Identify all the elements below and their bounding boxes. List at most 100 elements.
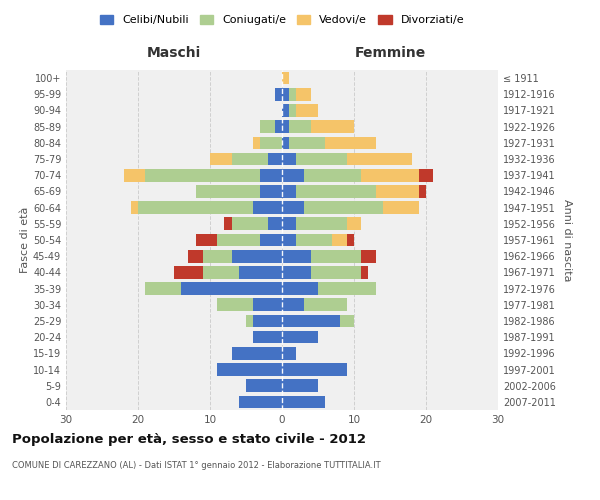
- Bar: [246, 380, 282, 392]
- Bar: [282, 331, 318, 344]
- Bar: [282, 250, 361, 262]
- Bar: [275, 88, 282, 101]
- Bar: [260, 120, 282, 133]
- Text: Popolazione per età, sesso e stato civile - 2012: Popolazione per età, sesso e stato civil…: [12, 432, 366, 446]
- Bar: [282, 314, 354, 328]
- Bar: [253, 314, 282, 328]
- Bar: [282, 380, 318, 392]
- Bar: [282, 234, 347, 246]
- Bar: [174, 266, 282, 278]
- Y-axis label: Anni di nascita: Anni di nascita: [562, 198, 572, 281]
- Bar: [282, 88, 296, 101]
- Bar: [282, 331, 318, 344]
- Bar: [282, 331, 318, 344]
- Bar: [217, 234, 282, 246]
- Bar: [282, 380, 318, 392]
- Bar: [282, 202, 304, 214]
- Bar: [196, 185, 282, 198]
- Bar: [217, 234, 282, 246]
- Bar: [282, 347, 296, 360]
- Bar: [282, 136, 325, 149]
- Bar: [282, 169, 419, 181]
- Bar: [282, 120, 354, 133]
- Y-axis label: Fasce di età: Fasce di età: [20, 207, 30, 273]
- Bar: [253, 298, 282, 311]
- Legend: Celibi/Nubili, Coniugati/e, Vedovi/e, Divorziati/e: Celibi/Nubili, Coniugati/e, Vedovi/e, Di…: [95, 10, 469, 30]
- Bar: [282, 169, 433, 181]
- Bar: [282, 314, 340, 328]
- Bar: [275, 88, 282, 101]
- Bar: [196, 185, 282, 198]
- Bar: [275, 88, 282, 101]
- Bar: [145, 282, 282, 295]
- Bar: [282, 185, 419, 198]
- Bar: [260, 234, 282, 246]
- Bar: [282, 298, 347, 311]
- Bar: [282, 234, 332, 246]
- Bar: [253, 331, 282, 344]
- Bar: [246, 314, 282, 328]
- Bar: [232, 347, 282, 360]
- Bar: [188, 250, 282, 262]
- Bar: [282, 120, 289, 133]
- Bar: [282, 169, 361, 181]
- Bar: [282, 104, 318, 117]
- Bar: [282, 152, 296, 166]
- Bar: [282, 347, 296, 360]
- Bar: [239, 396, 282, 408]
- Bar: [217, 363, 282, 376]
- Bar: [282, 363, 347, 376]
- Bar: [282, 202, 419, 214]
- Bar: [282, 266, 311, 278]
- Bar: [282, 120, 311, 133]
- Bar: [282, 282, 376, 295]
- Bar: [282, 331, 318, 344]
- Bar: [282, 266, 368, 278]
- Bar: [232, 347, 282, 360]
- Bar: [268, 218, 282, 230]
- Bar: [282, 104, 318, 117]
- Bar: [253, 136, 282, 149]
- Bar: [232, 347, 282, 360]
- Bar: [282, 234, 354, 246]
- Bar: [260, 185, 282, 198]
- Bar: [282, 88, 289, 101]
- Bar: [282, 202, 419, 214]
- Bar: [124, 169, 282, 181]
- Bar: [246, 314, 282, 328]
- Bar: [224, 218, 282, 230]
- Text: Maschi: Maschi: [147, 46, 201, 60]
- Bar: [282, 298, 347, 311]
- Bar: [282, 88, 311, 101]
- Bar: [282, 363, 347, 376]
- Bar: [282, 396, 325, 408]
- Bar: [282, 298, 304, 311]
- Bar: [145, 169, 282, 181]
- Bar: [210, 152, 282, 166]
- Bar: [282, 282, 318, 295]
- Bar: [217, 363, 282, 376]
- Bar: [282, 169, 304, 181]
- Bar: [282, 363, 347, 376]
- Bar: [282, 218, 361, 230]
- Bar: [282, 120, 354, 133]
- Bar: [131, 202, 282, 214]
- Bar: [203, 266, 282, 278]
- Bar: [282, 347, 296, 360]
- Bar: [217, 363, 282, 376]
- Bar: [203, 250, 282, 262]
- Bar: [260, 136, 282, 149]
- Bar: [282, 104, 289, 117]
- Bar: [217, 298, 282, 311]
- Text: Femmine: Femmine: [355, 46, 425, 60]
- Bar: [145, 282, 282, 295]
- Bar: [282, 396, 325, 408]
- Bar: [246, 314, 282, 328]
- Bar: [282, 266, 361, 278]
- Bar: [239, 266, 282, 278]
- Bar: [253, 136, 282, 149]
- Bar: [282, 185, 376, 198]
- Bar: [282, 185, 296, 198]
- Bar: [203, 266, 282, 278]
- Bar: [253, 331, 282, 344]
